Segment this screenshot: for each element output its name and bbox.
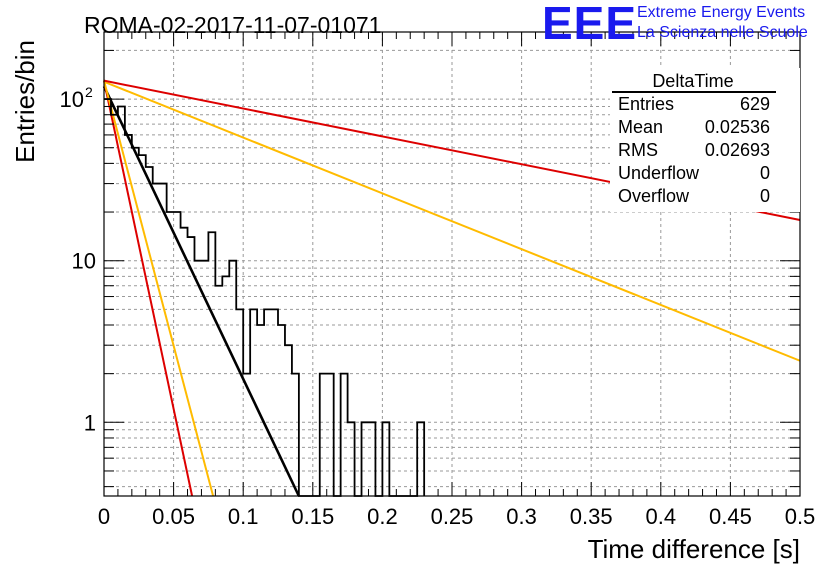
fit-curve bbox=[102, 85, 301, 497]
tick-labels: 0 0.05 0.1 0.15 0.2 0.25 0.3 0.35 0.4 0.45 0.5 1 10 1… bbox=[60, 84, 816, 529]
fit-curve bbox=[103, 80, 194, 497]
stats-rows: Entries 629 Mean 0.02536 RMS 0.02693Underflow… bbox=[618, 94, 770, 206]
fit-curve bbox=[103, 80, 801, 362]
project-name-line2: La Scienza nelle Scuole bbox=[637, 24, 808, 41]
eee-logo: EEE bbox=[542, 0, 638, 49]
stats-value: 0.02693 bbox=[705, 140, 770, 160]
y-tick-label: 1 bbox=[84, 410, 96, 435]
stats-box: DeltaTime Entries 629 Mean 0.02536 RMS 0.0269… bbox=[610, 68, 800, 212]
y-tick-label: 10 bbox=[72, 249, 96, 274]
y-tick-exponent: 2 bbox=[85, 84, 93, 100]
histogram-outline bbox=[104, 98, 426, 497]
stats-value: 0 bbox=[760, 186, 770, 206]
stats-label: Underflow bbox=[618, 163, 700, 183]
x-tick-label: 0.25 bbox=[431, 504, 474, 529]
x-tick-label: 0.05 bbox=[152, 504, 195, 529]
x-tick-label: 0.1 bbox=[228, 504, 259, 529]
y-tick-label: 10 bbox=[60, 87, 84, 112]
run-title: ROMA-02-2017-11-07-01071 bbox=[84, 12, 381, 38]
x-tick-label: 0.5 bbox=[785, 504, 816, 529]
stats-label: Entries bbox=[618, 94, 674, 114]
stats-value: 0.02536 bbox=[705, 117, 770, 137]
x-tick-label: 0.4 bbox=[646, 504, 677, 529]
x-tick-label: 0 bbox=[98, 504, 110, 529]
fit-curves bbox=[102, 79, 801, 497]
stats-title: DeltaTime bbox=[652, 71, 733, 91]
x-tick-label: 0.2 bbox=[367, 504, 398, 529]
x-tick-label: 0.35 bbox=[570, 504, 613, 529]
x-axis-label: Time difference [s] bbox=[588, 534, 800, 564]
stats-value: 629 bbox=[740, 94, 770, 114]
fit-curve bbox=[103, 80, 215, 497]
x-tick-label: 0.3 bbox=[506, 504, 537, 529]
stats-label: Mean bbox=[618, 117, 663, 137]
histogram-bars bbox=[104, 98, 426, 497]
x-tick-label: 0.15 bbox=[291, 504, 334, 529]
project-name-line1: Extreme Energy Events bbox=[637, 4, 806, 21]
stats-label: RMS bbox=[618, 140, 658, 160]
stats-value: 0 bbox=[760, 163, 770, 183]
y-axis-label: Entries/bin bbox=[10, 40, 40, 163]
x-tick-label: 0.45 bbox=[709, 504, 752, 529]
stats-label: Overflow bbox=[618, 186, 690, 206]
